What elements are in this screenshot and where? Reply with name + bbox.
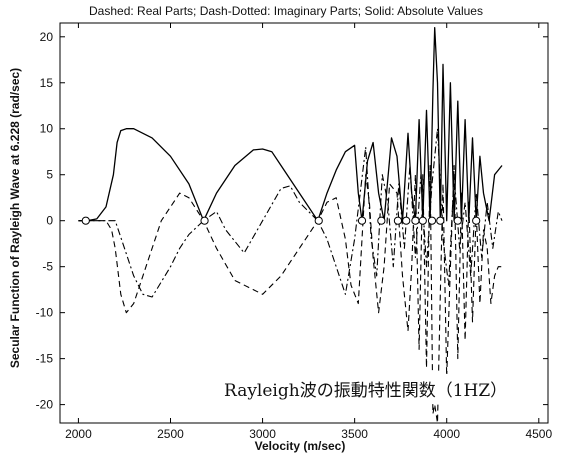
markers-layer xyxy=(81,216,481,225)
series-line-dashed xyxy=(78,164,502,424)
chart-title: Dashed: Real Parts; Dash-Dotted: Imagina… xyxy=(89,4,483,18)
annotation-text: Rayleigh波の振動特性関数（1HZ） xyxy=(224,381,507,401)
root-marker xyxy=(200,216,209,225)
x-tick-label-2500: 2500 xyxy=(157,427,184,441)
y-tick-label-20: 20 xyxy=(40,30,54,44)
root-marker xyxy=(453,216,462,225)
y-tick-label--20: -20 xyxy=(36,398,54,412)
root-marker xyxy=(357,216,367,225)
y-tick-label--5: -5 xyxy=(42,260,53,274)
y-tick-label--15: -15 xyxy=(36,352,54,366)
root-marker xyxy=(411,216,420,225)
root-marker xyxy=(377,216,386,225)
x-axis-label: Velocity (m/sec) xyxy=(255,439,346,453)
x-tick-label-2000: 2000 xyxy=(65,427,92,441)
y-tick-label-15: 15 xyxy=(40,76,54,90)
root-marker xyxy=(81,216,90,225)
root-marker xyxy=(314,216,323,225)
annotation-box xyxy=(218,374,543,404)
root-marker xyxy=(402,216,411,225)
series-layer xyxy=(78,26,503,424)
x-tick-label-4000: 4000 xyxy=(433,427,460,441)
series-line-solid xyxy=(78,26,503,222)
root-marker xyxy=(472,216,481,225)
root-marker xyxy=(427,216,437,225)
root-marker xyxy=(418,216,427,225)
plot-frame xyxy=(59,22,549,424)
series-line-dashdot xyxy=(78,128,503,298)
y-axis-label: Secular Function of Rayleigh Wave at 6.2… xyxy=(8,68,22,368)
y-tick-label-5: 5 xyxy=(46,168,53,182)
root-marker xyxy=(393,216,403,225)
y-tick-label--10: -10 xyxy=(36,306,54,320)
x-tick-label-4500: 4500 xyxy=(525,427,552,441)
ticks-layer: 2000 2500 3000 3500 4000 4500 -20 -15 -10 -5 0 5 10 1… xyxy=(36,23,552,441)
y-tick-label-10: 10 xyxy=(40,122,54,136)
y-tick-label-0: 0 xyxy=(46,214,53,228)
x-tick-label-3500: 3500 xyxy=(341,427,368,441)
x-tick-label-3000: 3000 xyxy=(249,427,276,441)
root-marker xyxy=(436,216,445,225)
